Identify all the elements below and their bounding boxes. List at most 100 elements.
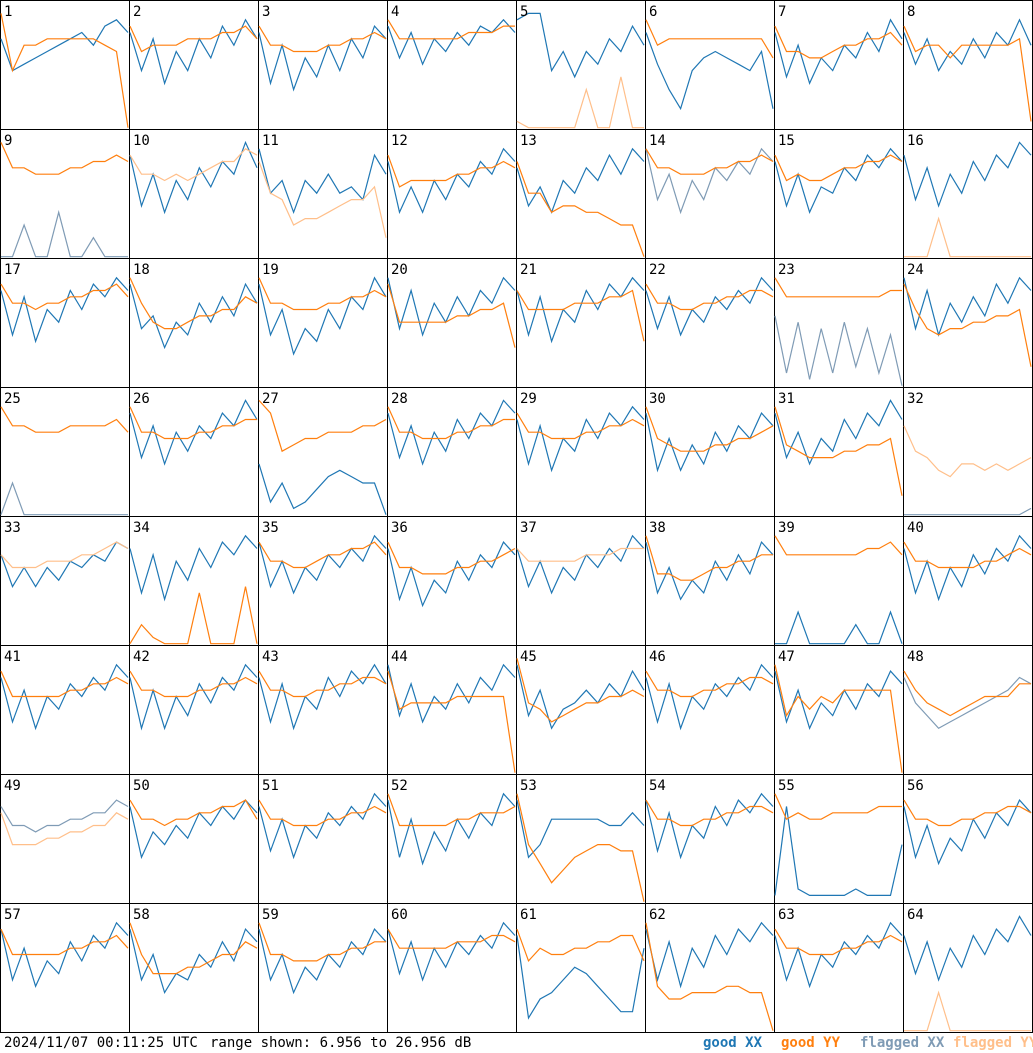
yy-line bbox=[387, 19, 515, 40]
xx-line bbox=[0, 19, 129, 72]
xx-line bbox=[258, 24, 387, 92]
panel-label: 16 bbox=[907, 133, 924, 149]
xx-line bbox=[129, 140, 258, 215]
panel-frame bbox=[0, 0, 130, 130]
panel-label: 40 bbox=[907, 520, 924, 536]
yy-line bbox=[645, 670, 774, 698]
xx-line bbox=[903, 141, 1032, 208]
xx-line bbox=[258, 276, 387, 356]
xx-line bbox=[645, 663, 774, 731]
yy-line bbox=[516, 928, 645, 963]
panel-label: 24 bbox=[907, 262, 924, 278]
panel-label: 31 bbox=[778, 391, 795, 407]
panel-label: 63 bbox=[778, 907, 795, 923]
xx-line bbox=[387, 792, 516, 866]
xx-line bbox=[129, 927, 258, 995]
panel-frame bbox=[0, 129, 130, 259]
yy-line bbox=[0, 928, 129, 956]
xx-line bbox=[387, 921, 516, 982]
xx-line bbox=[516, 664, 645, 730]
yy-line bbox=[0, 541, 129, 569]
timestamp: 2024/11/07 00:11:25 UTC bbox=[4, 1035, 198, 1051]
panel-label: 30 bbox=[649, 391, 666, 407]
xx-line bbox=[387, 663, 516, 724]
xx-line bbox=[645, 276, 774, 337]
yy-line bbox=[645, 283, 774, 311]
xx-line bbox=[387, 541, 516, 608]
panel-label: 64 bbox=[907, 907, 924, 923]
xx-line bbox=[0, 481, 128, 516]
yy-line bbox=[903, 799, 1032, 827]
yy-line bbox=[258, 399, 387, 453]
xx-line bbox=[774, 147, 903, 214]
yy-line bbox=[516, 161, 645, 257]
range-text: range shown: 6.956 to 26.956 dB bbox=[210, 1035, 471, 1051]
xx-line bbox=[258, 663, 387, 731]
xx-line bbox=[774, 806, 903, 897]
panel-label: 60 bbox=[391, 907, 408, 923]
xx-line bbox=[129, 399, 258, 466]
yy-line bbox=[129, 148, 258, 182]
panel-label: 26 bbox=[133, 391, 150, 407]
yy-line bbox=[774, 928, 903, 956]
yy-line bbox=[645, 148, 774, 175]
xx-line bbox=[774, 399, 903, 466]
legend-entry: good XX bbox=[703, 1035, 763, 1051]
yy-line bbox=[774, 664, 903, 773]
yy-line bbox=[645, 406, 774, 452]
panel-label: 21 bbox=[520, 262, 537, 278]
panel-label: 9 bbox=[4, 133, 12, 149]
xx-line bbox=[387, 147, 516, 215]
panel-label: 22 bbox=[649, 262, 666, 278]
yy-line bbox=[129, 25, 258, 53]
panel-label: 59 bbox=[262, 907, 279, 923]
panel-label: 29 bbox=[520, 391, 537, 407]
panel-label: 28 bbox=[391, 391, 408, 407]
panel-label: 44 bbox=[391, 649, 408, 665]
panel-frame bbox=[645, 0, 775, 130]
yy-line bbox=[774, 535, 903, 556]
yy-line bbox=[774, 793, 902, 821]
panel-frame bbox=[258, 0, 388, 130]
xx-line bbox=[774, 921, 903, 989]
panel-frame bbox=[516, 0, 646, 130]
panel-label: 5 bbox=[520, 4, 528, 20]
yy-line bbox=[0, 283, 129, 311]
xx-line bbox=[129, 18, 258, 86]
panel-label: 15 bbox=[778, 133, 795, 149]
xx-line bbox=[645, 147, 774, 215]
yy-line bbox=[258, 670, 387, 698]
xx-line bbox=[645, 540, 774, 601]
yy-line bbox=[0, 406, 129, 433]
yy-line bbox=[387, 154, 516, 188]
xx-line bbox=[516, 405, 645, 473]
yy-line bbox=[645, 19, 774, 59]
xx-line bbox=[0, 276, 129, 344]
xx-line bbox=[645, 792, 774, 860]
panel-label: 52 bbox=[391, 778, 408, 794]
yy-line bbox=[0, 812, 129, 846]
legend-entry: flagged YY bbox=[953, 1035, 1033, 1051]
panel-label: 1 bbox=[4, 4, 12, 20]
panel-label: 47 bbox=[778, 649, 795, 665]
xx-line bbox=[258, 928, 387, 995]
panel-label: 35 bbox=[262, 520, 279, 536]
panel-frame bbox=[129, 0, 259, 130]
panel-label: 48 bbox=[907, 649, 924, 665]
xx-line bbox=[258, 148, 387, 215]
yy-line bbox=[0, 13, 129, 128]
panel-label: 23 bbox=[778, 262, 795, 278]
panel-label: 58 bbox=[133, 907, 150, 923]
panel-label: 54 bbox=[649, 778, 666, 794]
yy-line bbox=[645, 799, 774, 827]
xx-line bbox=[516, 276, 645, 344]
panel-label: 8 bbox=[907, 4, 915, 20]
yy-line bbox=[258, 277, 387, 311]
yy-line bbox=[129, 277, 258, 330]
panel-label: 33 bbox=[4, 520, 21, 536]
xx-line bbox=[775, 610, 903, 645]
panel-label: 27 bbox=[262, 391, 279, 407]
yy-line bbox=[0, 142, 129, 175]
xx-line bbox=[129, 534, 258, 602]
